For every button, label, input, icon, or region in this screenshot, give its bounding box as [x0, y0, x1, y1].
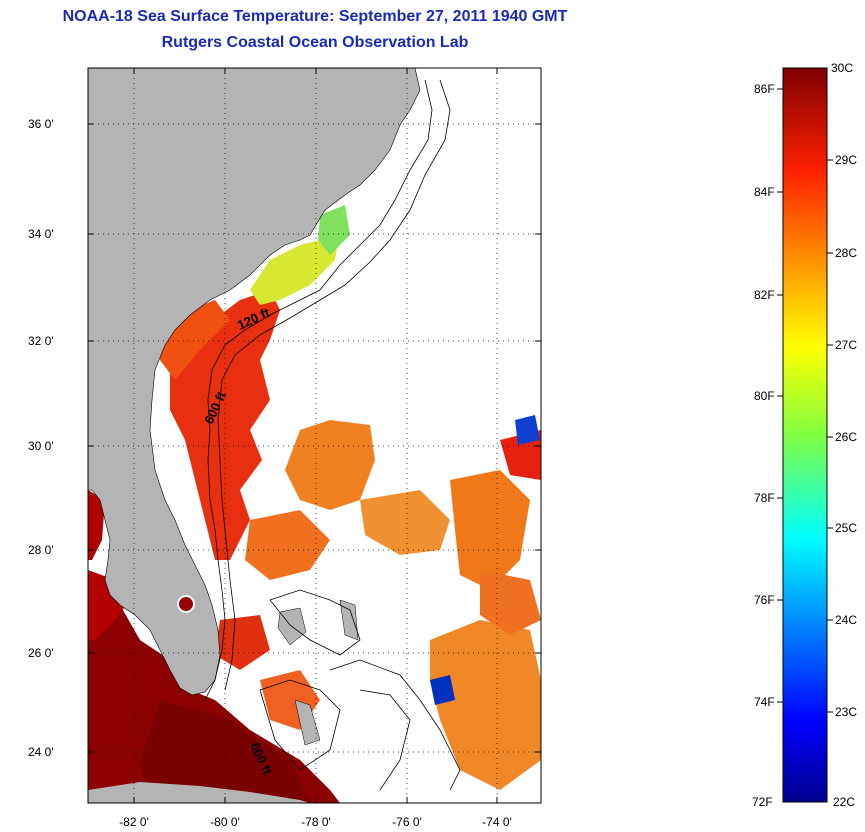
colorbar-label-28c: 28C	[835, 246, 858, 260]
colorbar-label-76f: 76F	[754, 593, 775, 607]
colorbar-label-86f: 86F	[754, 82, 775, 96]
colorbar-label-25c: 25C	[835, 521, 858, 535]
lat-label-30: 30 0'	[28, 439, 54, 453]
blue-patch-2	[515, 415, 540, 445]
lat-label-34: 34 0'	[28, 227, 54, 241]
bahamas-island-3	[339, 599, 359, 641]
lon-label-76: -76 0'	[392, 815, 422, 829]
lon-label-82: -82 0'	[119, 815, 149, 829]
yellow-green-patch	[250, 230, 340, 305]
colorbar-ticks	[777, 88, 833, 713]
cuba-land	[88, 782, 310, 803]
lon-label-74: -74 0'	[482, 815, 512, 829]
atlantic-orange-s	[480, 570, 541, 635]
atlantic-orange-3	[360, 490, 450, 555]
blue-patch-1	[430, 675, 455, 705]
graticule	[88, 68, 541, 803]
colorbar-label-82f: 82F	[754, 288, 775, 302]
bahamas-red	[215, 615, 270, 670]
colorbar-label-80f: 80F	[754, 389, 775, 403]
map-panel: 120 ft 600 ft 600 ft	[88, 68, 541, 803]
colorbar-label-84f: 84F	[754, 185, 775, 199]
lon-label-78: -78 0'	[301, 815, 331, 829]
map-frame	[87, 67, 542, 804]
map-title: NOAA-18 Sea Surface Temperature: Septemb…	[62, 8, 568, 25]
lat-label-36: 36 0'	[28, 117, 54, 131]
colorbar-label-29c: 29C	[835, 153, 858, 167]
coastal-red-band	[170, 290, 280, 560]
atlantic-orange-1	[285, 420, 375, 510]
atlantic-orange-2	[245, 510, 330, 580]
atlantic-red-east	[500, 430, 541, 480]
colorbar-label-72f: 72F	[752, 795, 773, 809]
green-patch	[318, 205, 350, 255]
keys-warm-water	[140, 700, 310, 803]
lat-label-28: 28 0'	[28, 543, 54, 557]
bahamas-island-2	[294, 699, 321, 746]
atlantic-orange-4	[450, 470, 530, 590]
axis-ticks	[88, 68, 541, 803]
lake-okeechobee	[177, 595, 195, 613]
isobath-contours	[204, 79, 461, 791]
colorbar-label-27c: 27C	[835, 338, 858, 352]
colorbar-label-26c: 26C	[835, 430, 858, 444]
colorbar-label-74f: 74F	[754, 695, 775, 709]
map-subtitle: Rutgers Coastal Ocean Observation Lab	[161, 34, 469, 51]
lat-label-24: 24 0'	[28, 745, 54, 759]
atlantic-orange-se	[430, 620, 541, 790]
lon-label-80: -80 0'	[210, 815, 240, 829]
gulf-west-red	[88, 490, 105, 560]
lat-label-26: 26 0'	[28, 646, 54, 660]
lat-label-32: 32 0'	[28, 334, 54, 348]
colorbar-label-30c: 30C	[831, 61, 854, 75]
colorbar-label-22c: 22C	[833, 795, 856, 809]
colorbar-label-78f: 78F	[754, 491, 775, 505]
colorbar-label-24c: 24C	[835, 613, 858, 627]
colorbar-scale	[782, 67, 828, 803]
us-southeast-land	[88, 68, 421, 696]
land-layer	[88, 68, 421, 803]
colorbar-label-23c: 23C	[835, 705, 858, 719]
